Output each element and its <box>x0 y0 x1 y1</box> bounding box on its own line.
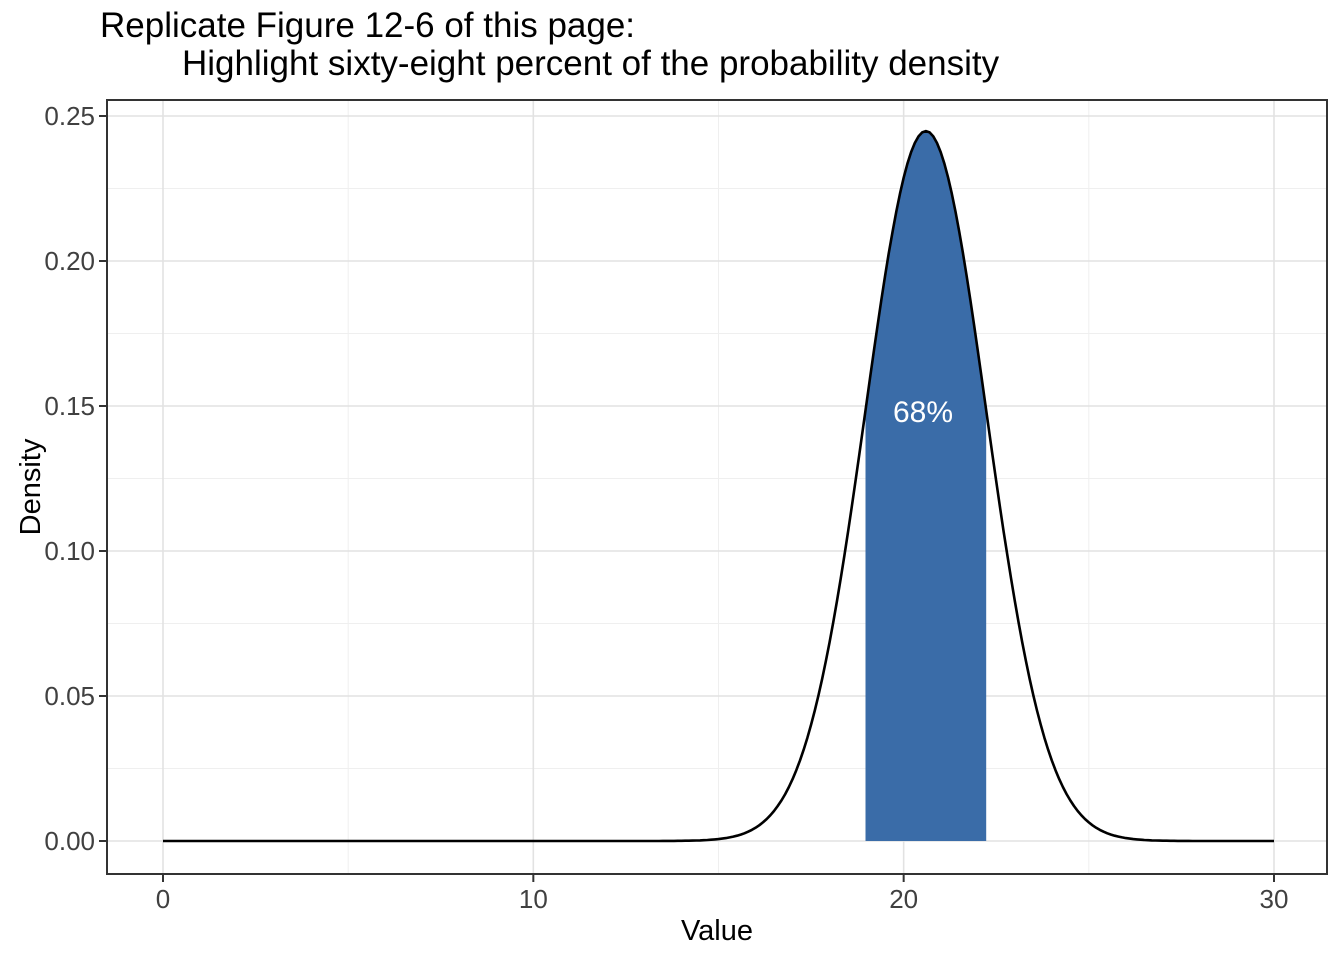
y-tick-label: 0.05 <box>44 681 95 711</box>
y-tick-label: 0.15 <box>44 391 95 421</box>
y-axis-title: Density <box>15 438 47 535</box>
panel-border <box>106 99 1328 875</box>
chart-title: Replicate Figure 12-6 of this page: High… <box>100 7 999 83</box>
x-tick-label: 10 <box>519 884 548 914</box>
y-tick-label: 0.00 <box>44 826 95 856</box>
x-axis-title: Value <box>681 915 753 947</box>
x-tick-label: 20 <box>889 884 918 914</box>
chart-title-line2: Highlight sixty-eight percent of the pro… <box>182 44 1000 83</box>
x-tick-label: 0 <box>156 884 170 914</box>
density-curve <box>163 129 1274 843</box>
highlight-area <box>865 131 987 842</box>
y-tick-label: 0.10 <box>44 536 95 566</box>
x-tick-label: 30 <box>1260 884 1289 914</box>
chart-title-line1: Replicate Figure 12-6 of this page: <box>100 6 636 45</box>
y-tick-label: 0.25 <box>44 101 95 131</box>
y-tick-label: 0.20 <box>44 246 95 276</box>
highlight-percentage-label: 68% <box>893 396 953 429</box>
chart-layers: 0 10 20 30 0.00 0.05 0.10 0.15 0.20 0.25 <box>44 99 1328 914</box>
